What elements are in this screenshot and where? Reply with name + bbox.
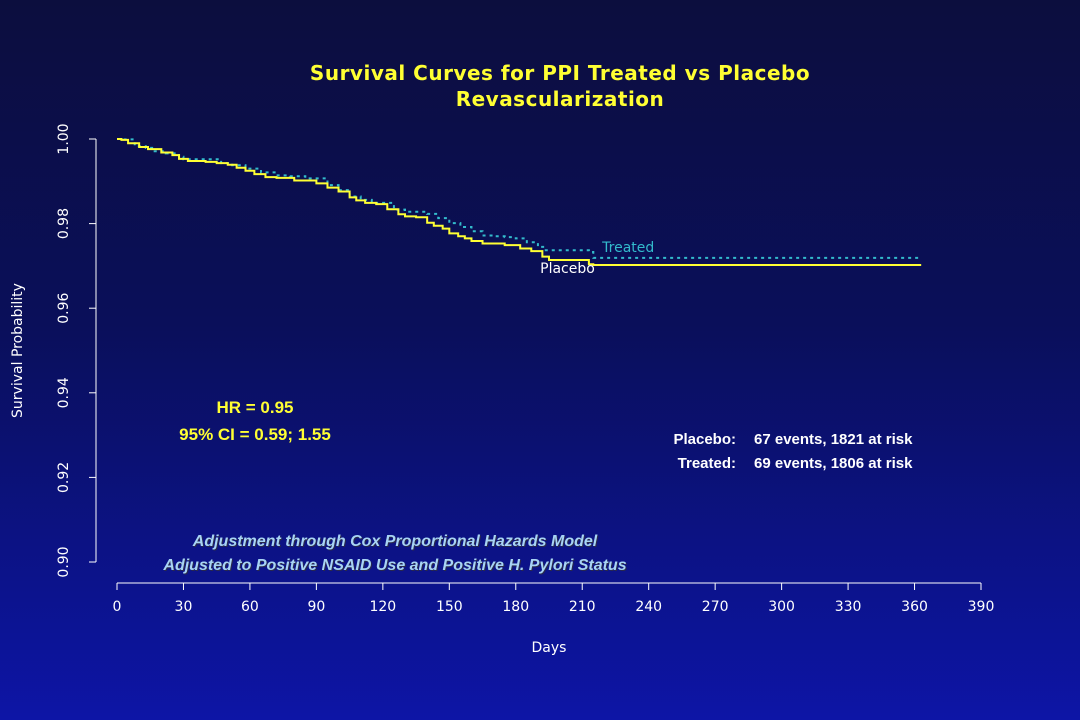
x-tick-label: 270 xyxy=(702,599,729,615)
adjustment-note-line-1: Adjustment through Cox Proportional Haza… xyxy=(192,533,598,550)
confidence-interval-text: 95% CI = 0.59; 1.55 xyxy=(179,425,331,444)
treated-events-value: 69 events, 1806 at risk xyxy=(754,455,913,472)
y-tick-label: 0.98 xyxy=(56,208,72,239)
x-tick-label: 150 xyxy=(436,599,463,615)
y-axis-label: Survival Probability xyxy=(10,283,26,418)
y-tick-label: 0.90 xyxy=(56,546,72,577)
x-tick-label: 120 xyxy=(369,599,396,615)
placebo-events-value: 67 events, 1821 at risk xyxy=(754,431,913,448)
series-label-placebo: Placebo xyxy=(540,261,595,277)
x-tick-label: 330 xyxy=(835,599,862,615)
x-tick-label: 360 xyxy=(901,599,928,615)
x-tick-label: 60 xyxy=(241,599,259,615)
x-tick-label: 240 xyxy=(635,599,662,615)
treated-events-label: Treated: xyxy=(677,455,736,472)
hazard-ratio-text: HR = 0.95 xyxy=(216,398,294,417)
adjustment-note-line-2: Adjusted to Positive NSAID Use and Posit… xyxy=(163,557,627,574)
chart-title-line-1: Survival Curves for PPI Treated vs Place… xyxy=(309,61,811,85)
x-tick-label: 390 xyxy=(968,599,995,615)
x-tick-label: 210 xyxy=(569,599,596,615)
y-tick-label: 0.94 xyxy=(56,377,72,408)
y-tick-label: 0.96 xyxy=(56,293,72,324)
x-tick-label: 30 xyxy=(175,599,193,615)
chart-title-line-2: Revascularization xyxy=(455,87,665,111)
series-label-treated: Treated xyxy=(601,240,654,256)
x-tick-label: 180 xyxy=(502,599,529,615)
x-tick-label: 300 xyxy=(768,599,795,615)
y-tick-label: 0.92 xyxy=(56,462,72,493)
series-line-treated xyxy=(117,138,922,259)
series-line-placebo xyxy=(117,138,922,267)
placebo-events-label: Placebo: xyxy=(673,431,736,448)
x-tick-label: 0 xyxy=(113,599,122,615)
x-axis-label: Days xyxy=(532,640,567,656)
x-tick-label: 90 xyxy=(307,599,325,615)
y-tick-label: 1.00 xyxy=(56,123,72,154)
